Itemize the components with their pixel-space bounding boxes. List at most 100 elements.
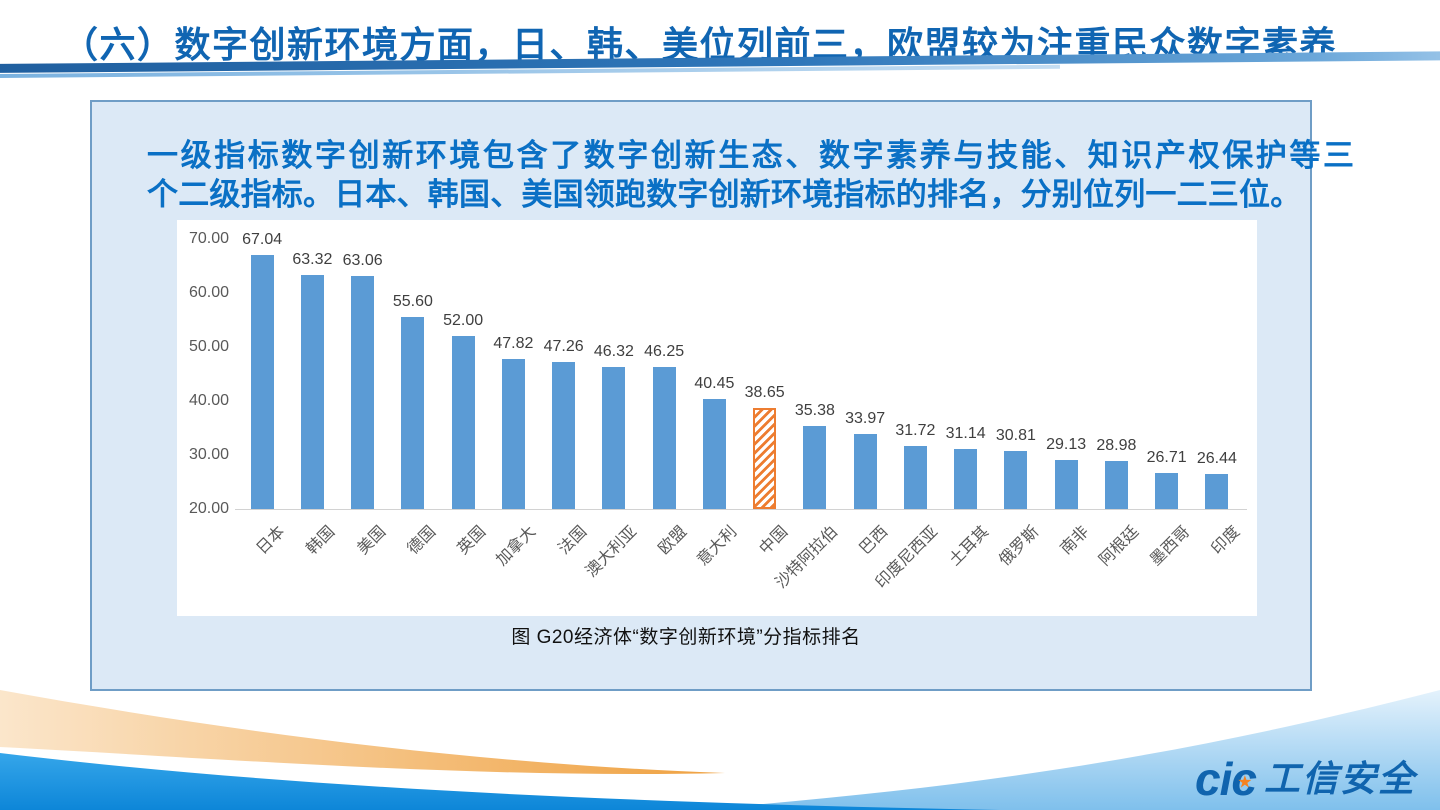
bar-cell-15: 31.14 土耳其 xyxy=(941,239,992,569)
value-label: 63.06 xyxy=(342,252,383,269)
bar xyxy=(401,317,425,509)
bar-cell-5: 52.00 英国 xyxy=(438,239,489,558)
bar xyxy=(1004,451,1028,509)
value-label: 31.72 xyxy=(895,422,936,439)
value-label: 46.25 xyxy=(644,343,685,360)
category-label: 南非 xyxy=(1057,523,1093,558)
bar-cell-18: 28.98 阿根廷 xyxy=(1091,239,1142,569)
y-tick-label: 40.00 xyxy=(188,392,229,409)
bar xyxy=(351,276,375,509)
logo-c: c xyxy=(1231,753,1257,805)
bar xyxy=(552,362,576,509)
category-label: 澳大利亚 xyxy=(582,523,641,581)
category-label: 俄罗斯 xyxy=(996,523,1043,570)
category-label: 美国 xyxy=(354,523,389,558)
bar-cell-12: 35.38 沙特阿拉伯 xyxy=(773,239,842,592)
bar-cell-2: 63.32 韩国 xyxy=(287,239,338,558)
bar-cell-13: 33.97 巴西 xyxy=(840,239,891,558)
value-label: 33.97 xyxy=(845,410,886,427)
content-box: 一级指标数字创新环境包含了数字创新生态、数字素养与技能、知识产权保护等三 个二级… xyxy=(90,100,1354,691)
y-tick-label: 30.00 xyxy=(188,446,229,463)
value-label: 67.04 xyxy=(242,231,283,248)
logo-ci: ci xyxy=(1195,753,1232,805)
y-tick-label: 60.00 xyxy=(188,284,229,301)
logo-cic-wordmark: cic ★ xyxy=(1195,753,1257,805)
y-axis: 70.00 60.00 50.00 40.00 30.00 20.00 xyxy=(177,220,231,616)
wave-orange xyxy=(0,690,725,775)
bar xyxy=(903,446,927,509)
summary-paragraph: 一级指标数字创新环境包含了数字创新生态、数字素养与技能、知识产权保护等三 个二级… xyxy=(147,136,1357,214)
value-label: 26.71 xyxy=(1146,449,1187,466)
decorative-wave xyxy=(0,690,1440,810)
bar-cell-10: 40.45 意大利 xyxy=(689,239,740,569)
category-label: 意大利 xyxy=(694,523,741,570)
category-label: 欧盟 xyxy=(655,523,691,558)
bar-cell-14: 31.72 印度尼西亚 xyxy=(873,239,942,592)
bar xyxy=(803,426,827,509)
plot-area: 67.04 日本 63.32 韩国 63.06 美国 55.60 德国 52.00 英国 47.82… xyxy=(237,231,1243,592)
wave-deep-blue xyxy=(0,753,1000,810)
bar-cell-17: 29.13 南非 xyxy=(1041,239,1092,558)
bar-cell-4: 55.60 德国 xyxy=(388,239,439,558)
bar-cell-19: 26.71 墨西哥 xyxy=(1142,239,1193,569)
bar-highlight-china xyxy=(753,408,777,509)
value-label: 47.82 xyxy=(493,335,534,352)
value-label: 30.81 xyxy=(995,427,1036,444)
bar-cell-9: 46.25 欧盟 xyxy=(639,239,690,558)
category-label: 巴西 xyxy=(856,523,892,558)
paragraph-line-1: 一级指标数字创新环境包含了数字创新生态、数字素养与技能、知识产权保护等三 xyxy=(147,138,1357,173)
value-label: 52.00 xyxy=(443,312,484,329)
bar-cell-3: 63.06 美国 xyxy=(338,239,389,558)
bar-cell-1: 67.04 日本 xyxy=(237,231,288,558)
star-icon: ★ xyxy=(1237,772,1253,792)
bar-cell-7: 47.26 法国 xyxy=(539,239,590,558)
y-tick-label: 20.00 xyxy=(188,500,229,517)
bar xyxy=(1054,460,1078,509)
value-label: 38.65 xyxy=(744,384,785,401)
logo: cic ★ 工信安全 xyxy=(1195,756,1416,802)
value-label: 26.44 xyxy=(1196,450,1237,467)
category-label: 日本 xyxy=(253,523,289,558)
category-label: 中国 xyxy=(756,523,791,558)
bar xyxy=(954,449,978,509)
bar-cell-11: 38.65 中国 xyxy=(740,239,791,558)
category-label: 加拿大 xyxy=(493,523,540,570)
category-label: 德国 xyxy=(404,523,440,558)
category-label: 土耳其 xyxy=(945,523,992,570)
category-label: 法国 xyxy=(555,523,590,558)
bar xyxy=(702,399,726,509)
bar-cell-6: 47.82 加拿大 xyxy=(488,239,539,569)
bar xyxy=(501,359,525,509)
bar xyxy=(1205,474,1229,509)
bar-cell-20: 26.44 印度 xyxy=(1192,239,1243,558)
bar xyxy=(451,336,475,509)
category-label: 阿根廷 xyxy=(1096,523,1143,570)
bar xyxy=(853,434,877,509)
value-label: 40.45 xyxy=(694,375,735,392)
category-label: 韩国 xyxy=(303,523,339,558)
value-label: 35.38 xyxy=(794,402,835,419)
bar xyxy=(1155,473,1179,509)
value-label: 29.13 xyxy=(1046,436,1087,453)
x-axis-line xyxy=(235,509,1247,510)
logo-company-name: 工信安全 xyxy=(1263,758,1416,799)
value-label: 28.98 xyxy=(1096,437,1137,454)
value-label: 47.26 xyxy=(543,338,584,355)
paragraph-line-2: 个二级指标。日本、韩国、美国领跑数字创新环境指标的排名，分别位列一二三位。 xyxy=(147,177,1302,212)
category-label: 墨西哥 xyxy=(1146,523,1193,570)
category-label: 英国 xyxy=(454,523,490,558)
y-tick-label: 70.00 xyxy=(188,230,229,247)
value-label: 46.32 xyxy=(593,343,634,360)
bar-cell-16: 30.81 俄罗斯 xyxy=(991,239,1042,569)
value-label: 63.32 xyxy=(292,251,333,268)
bar-chart-panel: 70.00 60.00 50.00 40.00 30.00 20.00 67.04 日本 63… xyxy=(177,220,1257,616)
bar xyxy=(250,255,274,509)
bar xyxy=(300,275,324,509)
value-label: 55.60 xyxy=(392,293,433,310)
bar xyxy=(652,367,676,509)
wave-light-blue xyxy=(690,690,1440,810)
bar xyxy=(602,367,626,509)
y-tick-label: 50.00 xyxy=(188,338,229,355)
chart-caption: 图 G20经济体“数字创新环境”分指标排名 xyxy=(511,627,861,648)
